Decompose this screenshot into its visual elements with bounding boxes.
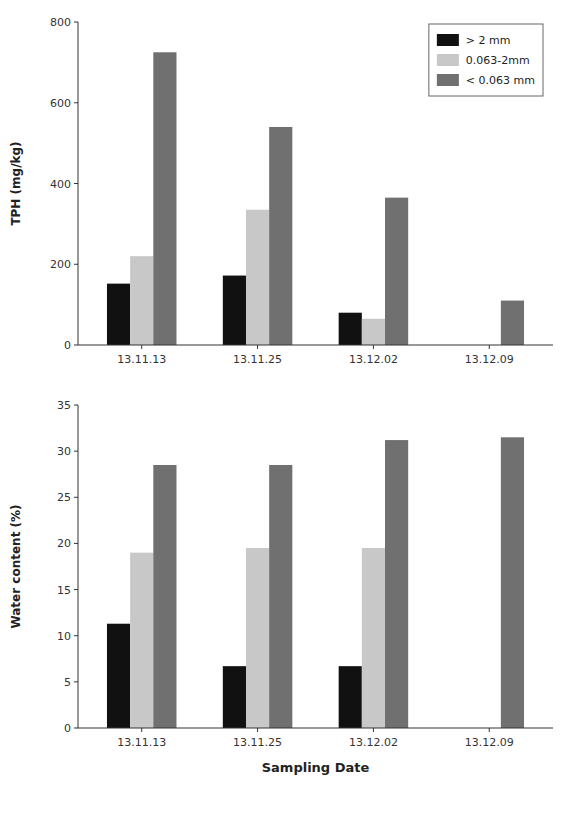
legend-swatch bbox=[437, 74, 459, 86]
bar bbox=[385, 198, 408, 345]
bar bbox=[223, 276, 246, 345]
x-tick-label: 13.12.02 bbox=[349, 736, 398, 749]
y-tick-label: 800 bbox=[50, 16, 71, 29]
bar bbox=[130, 256, 153, 345]
y-tick bbox=[74, 22, 78, 23]
y-axis-line bbox=[78, 405, 79, 728]
x-tick bbox=[373, 728, 374, 732]
bar bbox=[153, 465, 176, 728]
y-tick bbox=[74, 728, 78, 729]
x-tick bbox=[257, 728, 258, 732]
bar bbox=[223, 666, 246, 728]
y-tick-label: 0 bbox=[64, 339, 71, 352]
x-tick-label: 13.12.09 bbox=[465, 736, 514, 749]
x-tick-label: 13.12.02 bbox=[349, 353, 398, 366]
x-tick bbox=[257, 345, 258, 349]
y-tick-label: 400 bbox=[50, 178, 71, 191]
bars bbox=[107, 437, 524, 728]
bar bbox=[246, 548, 269, 728]
y-tick bbox=[74, 543, 78, 544]
x-tick-label: 13.11.25 bbox=[233, 353, 282, 366]
y-tick-label: 30 bbox=[57, 445, 71, 458]
y-tick-label: 15 bbox=[57, 584, 71, 597]
y-tick bbox=[74, 497, 78, 498]
legend-label: 0.063-2mm bbox=[466, 54, 530, 67]
legend-swatch bbox=[437, 34, 459, 46]
y-tick bbox=[74, 589, 78, 590]
y-tick-label: 20 bbox=[57, 537, 71, 550]
legend-label: < 0.063 mm bbox=[466, 74, 535, 87]
chart-root: 020040060080013.11.1313.11.2513.12.0213.… bbox=[0, 0, 573, 831]
x-tick bbox=[141, 728, 142, 732]
bar bbox=[339, 313, 362, 345]
y-axis-label: TPH (mg/kg) bbox=[9, 141, 23, 225]
legend-label: > 2 mm bbox=[466, 34, 511, 47]
x-tick bbox=[141, 345, 142, 349]
y-tick-label: 200 bbox=[50, 258, 71, 271]
y-tick bbox=[74, 451, 78, 452]
x-tick-label: 13.11.13 bbox=[117, 736, 166, 749]
y-tick bbox=[74, 102, 78, 103]
x-tick bbox=[489, 728, 490, 732]
y-axis-label: Water content (%) bbox=[9, 504, 23, 628]
legend: > 2 mm 0.063-2mm < 0.063 mm bbox=[429, 24, 543, 96]
bar bbox=[153, 52, 176, 345]
y-tick-label: 35 bbox=[57, 399, 71, 412]
x-tick-label: 13.11.25 bbox=[233, 736, 282, 749]
bar bbox=[107, 624, 130, 728]
y-tick-label: 10 bbox=[57, 630, 71, 643]
x-tick bbox=[373, 345, 374, 349]
y-tick-label: 5 bbox=[64, 676, 71, 689]
y-tick bbox=[74, 345, 78, 346]
y-tick-label: 25 bbox=[57, 491, 71, 504]
y-tick bbox=[74, 681, 78, 682]
x-tick bbox=[489, 345, 490, 349]
bar bbox=[501, 437, 524, 728]
panel: 0 200 400 600 800 13.11.13 13.11.25 13.12.02 13.… bbox=[9, 16, 553, 366]
y-tick bbox=[74, 264, 78, 265]
x-axis-label: Sampling Date bbox=[262, 760, 370, 775]
legend-swatch bbox=[437, 54, 459, 66]
bar bbox=[501, 301, 524, 345]
panel: 0 5 10 15 20 25 30 35 13.11.13 13.11.25 13.12.02 13… bbox=[9, 399, 553, 775]
legend-frame bbox=[429, 24, 543, 96]
y-tick bbox=[74, 635, 78, 636]
x-axis-line bbox=[78, 345, 553, 346]
bar bbox=[269, 465, 292, 728]
bar bbox=[269, 127, 292, 345]
bar bbox=[362, 319, 385, 345]
bar bbox=[107, 284, 130, 345]
x-tick-label: 13.11.13 bbox=[117, 353, 166, 366]
bar bbox=[130, 553, 153, 728]
y-tick bbox=[74, 405, 78, 406]
bar bbox=[339, 666, 362, 728]
y-tick-label: 0 bbox=[64, 722, 71, 735]
y-tick-label: 600 bbox=[50, 97, 71, 110]
bar bbox=[385, 440, 408, 728]
x-tick-label: 13.12.09 bbox=[465, 353, 514, 366]
y-tick bbox=[74, 183, 78, 184]
bar bbox=[246, 210, 269, 345]
x-axis-line bbox=[78, 728, 553, 729]
bar bbox=[362, 548, 385, 728]
